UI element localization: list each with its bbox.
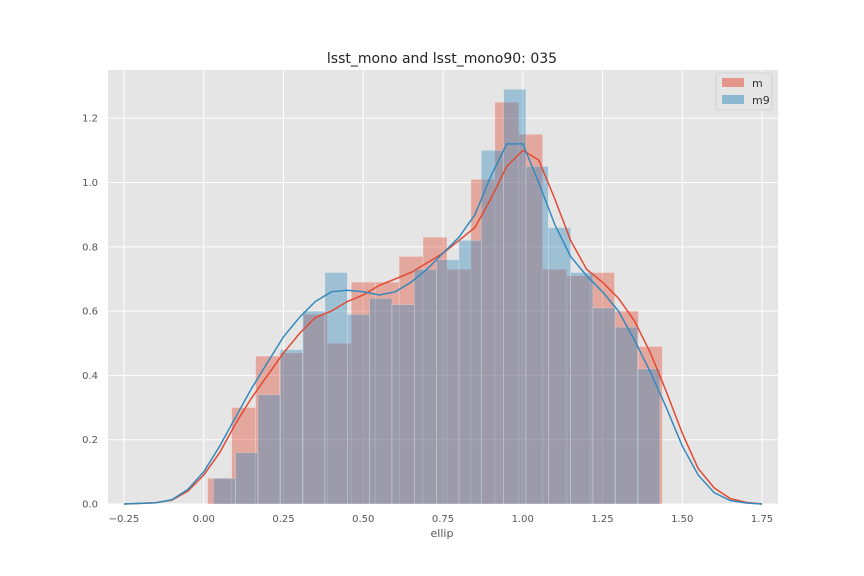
histogram-bar-m9 xyxy=(436,259,460,505)
histogram-bar-m9 xyxy=(614,326,638,505)
histogram-bar-m xyxy=(231,407,256,505)
histogram-bar-m xyxy=(279,352,304,505)
histogram-bar-m9 xyxy=(257,394,281,505)
x-axis-label: ellip xyxy=(431,527,454,540)
histogram-bar-m9 xyxy=(547,227,571,505)
histogram-bar-m xyxy=(542,269,567,505)
histogram-bar-m9 xyxy=(592,307,616,505)
histogram-bar-m xyxy=(566,275,591,505)
y-tick-label: 0.0 xyxy=(82,500,98,511)
histogram-bar-m xyxy=(590,272,615,505)
legend-swatch-m xyxy=(722,78,744,87)
histogram-bar-m xyxy=(303,314,328,505)
x-tick-label: −0.25 xyxy=(109,514,140,525)
y-tick-label: 1.2 xyxy=(82,114,98,125)
histogram-bar-m xyxy=(207,477,232,505)
histogram-bar-m9 xyxy=(324,272,348,505)
histogram-bar-m9 xyxy=(637,368,661,505)
y-tick-label: 0.4 xyxy=(82,371,98,382)
x-tick-label: 0.75 xyxy=(432,514,454,525)
histogram-bar-m9 xyxy=(525,166,549,505)
legend: m m9 xyxy=(715,72,773,111)
histogram-bar-m9 xyxy=(302,310,326,505)
x-tick-label: 0.50 xyxy=(352,514,374,525)
histogram-bar-m xyxy=(518,133,544,505)
histogram-bar-m9 xyxy=(212,477,236,505)
histogram-bar-m xyxy=(614,310,639,505)
x-tick-label: 1.75 xyxy=(751,514,773,525)
histogram-bar-m9 xyxy=(391,304,415,505)
legend-label-m9: m9 xyxy=(752,94,770,107)
legend-swatch-m9 xyxy=(722,95,744,104)
histogram-bar-m xyxy=(398,256,424,505)
histogram-bar-m9 xyxy=(413,269,437,505)
histogram-series-m9 xyxy=(212,88,661,505)
y-tick-label: 1.0 xyxy=(82,178,98,189)
histogram-series-m xyxy=(207,101,663,505)
histogram-bar-m9 xyxy=(503,88,527,505)
histogram-bar-m xyxy=(446,269,472,505)
histogram-bar-m9 xyxy=(235,452,259,505)
gridlines xyxy=(108,70,778,505)
histogram-bar-m9 xyxy=(570,272,594,505)
y-tick-label: 0.8 xyxy=(82,242,98,253)
histogram-bar-m xyxy=(494,101,520,505)
y-axis-ticks: 0.0 0.2 0.4 0.6 0.8 1.0 1.2 xyxy=(82,114,98,511)
histogram-bar-m9 xyxy=(458,240,482,505)
x-tick-label: 1.25 xyxy=(591,514,613,525)
y-tick-label: 0.6 xyxy=(82,307,98,318)
histogram-bar-m xyxy=(327,342,352,505)
histogram-bar-m9 xyxy=(369,297,393,505)
y-tick-label: 0.2 xyxy=(82,435,98,446)
x-axis-ticks: −0.25 0.00 0.25 0.50 0.75 1.00 1.25 1.50 1.75 xyxy=(109,514,774,525)
histogram-bar-m xyxy=(470,179,496,505)
x-tick-label: 0.00 xyxy=(193,514,215,525)
histogram-bar-m xyxy=(350,281,376,505)
kde-line-m9 xyxy=(123,143,763,505)
kde-curves xyxy=(123,143,763,505)
x-tick-label: 1.50 xyxy=(671,514,693,525)
histogram-bar-m9 xyxy=(279,349,303,505)
legend-label-m: m xyxy=(752,77,763,90)
x-tick-label: 0.25 xyxy=(272,514,294,525)
histogram-bar-m9 xyxy=(346,314,370,505)
histogram-bar-m9 xyxy=(480,150,504,505)
histogram-bar-m xyxy=(255,355,280,505)
x-tick-label: 1.00 xyxy=(512,514,534,525)
histogram-bar-m xyxy=(422,236,448,505)
chart-title: lsst_mono and lsst_mono90: 035 xyxy=(327,51,557,67)
kde-line-m xyxy=(123,149,763,505)
